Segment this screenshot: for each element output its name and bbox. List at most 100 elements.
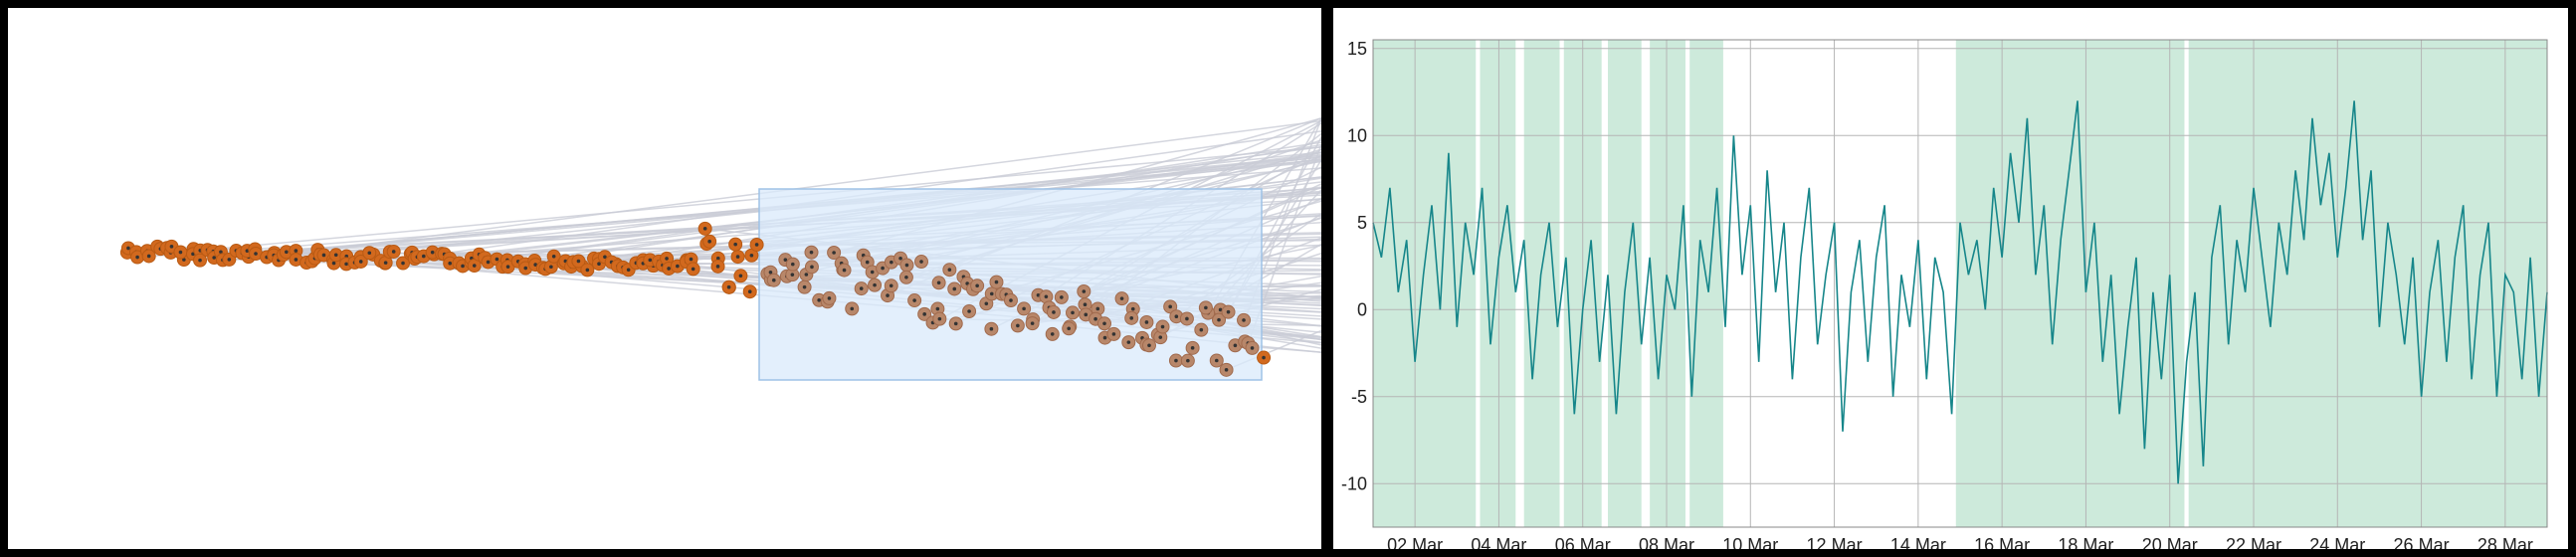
scatter-point: [730, 250, 745, 265]
y-tick-label: 15: [1347, 39, 1367, 59]
scatter-point: [571, 254, 586, 269]
scatter-point: [710, 259, 725, 274]
x-tick-label: 06 Mar: [1555, 535, 1611, 549]
scatter-point: [785, 257, 800, 272]
y-tick-label: 0: [1357, 299, 1367, 319]
scatter-point: [702, 234, 717, 249]
scatter-point: [884, 278, 898, 293]
scatter-point: [804, 260, 819, 275]
scatter-point: [1257, 350, 1272, 365]
scatter-point: [1046, 304, 1061, 319]
x-tick-label: 28 Mar: [2477, 535, 2533, 549]
scatter-point: [1077, 284, 1091, 299]
scatter-point: [868, 278, 883, 292]
scatter-point: [173, 245, 188, 260]
time-series-chart[interactable]: 15 10 5 0 -5 -10 02 Mar 04 Mar 06 Mar 08 Mar 10 M…: [1333, 8, 2568, 549]
shaded-interval: [1373, 40, 1477, 527]
scatter-point: [1209, 353, 1224, 368]
scatter-point: [797, 279, 812, 294]
scatter-point: [1003, 293, 1018, 308]
x-tick-label: 26 Mar: [2394, 535, 2450, 549]
scatter-point: [942, 263, 957, 278]
scatter-point: [989, 275, 1004, 289]
shaded-intervals: [1373, 40, 2547, 527]
scatter-point: [193, 253, 208, 268]
scatter-point: [914, 255, 929, 270]
scatter-point: [141, 249, 156, 264]
y-axis-ticks: 15 10 5 0 -5 -10: [1341, 39, 1367, 494]
y-tick-label: -5: [1351, 387, 1367, 407]
scatter-point: [500, 260, 515, 275]
scatter-point: [837, 263, 852, 278]
scatter-point: [721, 279, 736, 294]
scatter-point: [353, 254, 368, 269]
scatter-point: [1106, 326, 1121, 341]
scatter-point: [686, 262, 700, 277]
scatter-point: [733, 269, 748, 283]
y-tick-label: 5: [1357, 213, 1367, 233]
y-tick-label: 10: [1347, 125, 1367, 145]
scatter-point: [932, 311, 947, 326]
scatter-point: [1237, 312, 1252, 327]
scatter-point: [1155, 319, 1170, 334]
scatter-point: [962, 304, 977, 319]
scatter-point: [1010, 318, 1025, 333]
scatter-point: [1153, 330, 1168, 345]
scatter-point: [1194, 322, 1209, 337]
scatter-point: [854, 281, 869, 296]
scatter-point: [580, 263, 595, 278]
x-tick-label: 10 Mar: [1722, 535, 1778, 549]
selection-rectangle[interactable]: [758, 188, 1263, 381]
scatter-point: [1198, 300, 1213, 315]
scatter-point: [785, 268, 800, 282]
scatter-point: [804, 245, 819, 260]
x-tick-label: 20 Mar: [2142, 535, 2198, 549]
scatter-point: [948, 316, 963, 331]
scatter-point: [931, 276, 946, 290]
scatter-point: [1179, 311, 1194, 326]
right-chart-panel: 15 10 5 0 -5 -10 02 Mar 04 Mar 06 Mar 08 Mar 10 M…: [1333, 8, 2568, 549]
scatter-point: [1121, 335, 1136, 350]
scatter-point: [1039, 289, 1054, 304]
scatter-point: [1168, 353, 1183, 368]
scatter-point: [766, 273, 781, 287]
scatter-point: [1097, 316, 1112, 331]
scatter-point: [970, 278, 985, 293]
scatter-point: [1017, 301, 1032, 316]
scatter-point: [1221, 304, 1236, 319]
scatter-point: [467, 259, 482, 274]
scatter-point: [1212, 312, 1227, 327]
scatter-point: [1141, 338, 1156, 353]
x-tick-label: 22 Mar: [2226, 535, 2281, 549]
x-tick-label: 24 Mar: [2309, 535, 2365, 549]
scatter-points: [119, 221, 1272, 377]
shaded-interval: [2188, 40, 2547, 527]
x-tick-label: 08 Mar: [1639, 535, 1694, 549]
scatter-point: [822, 290, 837, 305]
scatter-point: [1180, 353, 1195, 368]
shaded-interval: [1955, 40, 2185, 527]
scatter-point: [845, 301, 860, 316]
scatter-point: [386, 244, 401, 259]
sequence-scatter-plot[interactable]: [8, 8, 1321, 549]
scatter-point: [1219, 362, 1234, 377]
shaded-interval: [1608, 40, 1642, 527]
shaded-interval: [1650, 40, 1685, 527]
scatter-point: [1185, 340, 1200, 355]
x-tick-label: 16 Mar: [1974, 535, 2030, 549]
x-tick-label: 02 Mar: [1387, 535, 1443, 549]
scatter-point: [1054, 289, 1069, 304]
x-tick-label: 04 Mar: [1471, 535, 1526, 549]
y-tick-label: -10: [1341, 473, 1367, 493]
scatter-point: [1139, 314, 1154, 329]
scatter-point: [546, 249, 561, 264]
left-chart-panel: [8, 8, 1321, 549]
series-line: [1372, 100, 2548, 484]
scatter-point: [1124, 310, 1139, 325]
scatter-point: [1025, 316, 1040, 331]
scatter-point: [1114, 291, 1129, 306]
scatter-point: [697, 221, 712, 236]
x-axis-ticks: 02 Mar 04 Mar 06 Mar 08 Mar 10 Mar 12 Mar 14 M…: [1387, 535, 2533, 549]
scatter-point: [744, 248, 759, 263]
scatter-point: [728, 237, 743, 252]
